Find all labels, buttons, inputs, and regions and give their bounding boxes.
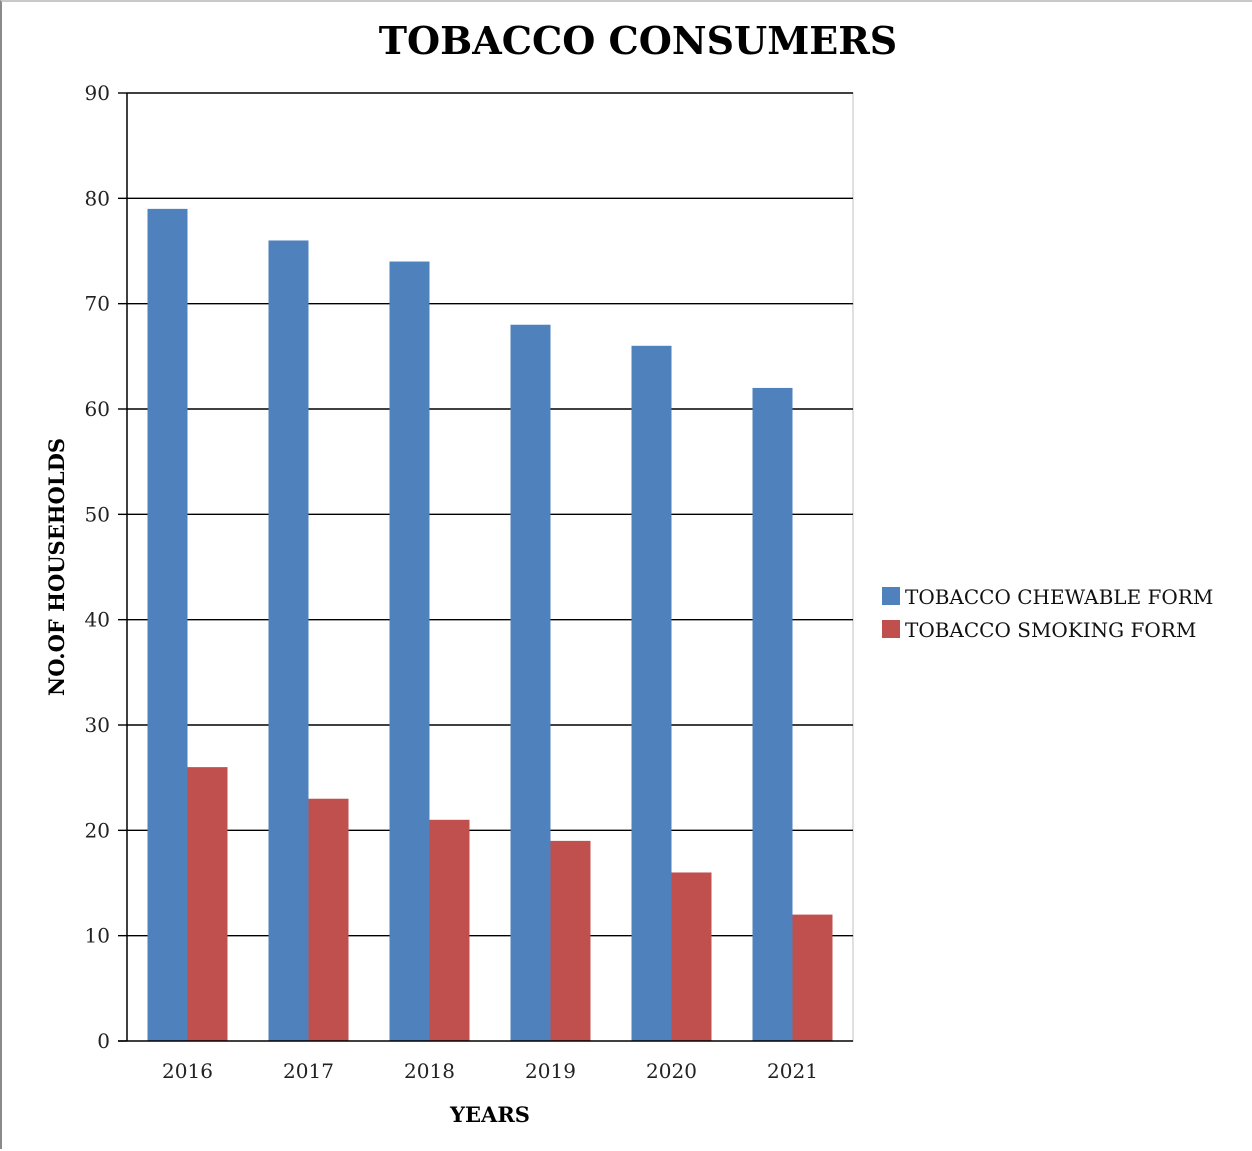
- y-tick-label: 30: [85, 713, 110, 737]
- legend-label-smoking: TOBACCO SMOKING FORM: [905, 618, 1196, 642]
- bar-smoking-2020: [671, 872, 712, 1041]
- x-tick-label: 2021: [767, 1059, 818, 1083]
- bar-smoking-2018: [429, 819, 470, 1041]
- y-tick-label: 10: [85, 924, 110, 948]
- bar-smoking-2019: [550, 840, 591, 1041]
- bar-chewable-2017: [268, 240, 309, 1041]
- bar-smoking-2021: [792, 914, 833, 1041]
- legend-label-chewable: TOBACCO CHEWABLE FORM: [905, 585, 1213, 609]
- y-tick-label: 0: [97, 1029, 110, 1053]
- bar-chewable-2019: [510, 324, 551, 1041]
- y-tick-label: 40: [85, 608, 110, 632]
- y-axis-title: NO.OF HOUSEHOLDS: [44, 438, 69, 696]
- x-tick-label: 2017: [283, 1059, 334, 1083]
- x-tick-labels: 2016 2017 2018 2019 2020 2021: [162, 1059, 818, 1083]
- plot-frame: [126, 92, 854, 1042]
- y-tick-label: 20: [85, 818, 110, 842]
- y-tick-label: 50: [85, 502, 110, 526]
- legend-swatch-smoking: [882, 620, 900, 638]
- bar-chewable-2016: [147, 208, 188, 1041]
- y-tick-label: 90: [85, 81, 110, 105]
- y-tick-label: 80: [85, 186, 110, 210]
- x-tick-label: 2016: [162, 1059, 213, 1083]
- gridlines: [126, 92, 854, 1042]
- bar-smoking-2016: [187, 767, 228, 1041]
- bar-chewable-2020: [631, 345, 672, 1041]
- y-tick-label: 70: [85, 292, 110, 316]
- x-tick-label: 2018: [404, 1059, 455, 1083]
- legend: TOBACCO CHEWABLE FORM TOBACCO SMOKING FOR…: [882, 585, 1213, 642]
- y-tick-label: 60: [85, 397, 110, 421]
- x-tick-label: 2020: [646, 1059, 697, 1083]
- bars: [147, 208, 833, 1041]
- x-tick-label: 2019: [525, 1059, 576, 1083]
- x-axis-title: YEARS: [449, 1102, 530, 1127]
- bar-chewable-2021: [752, 387, 793, 1041]
- bar-smoking-2017: [308, 798, 349, 1041]
- bar-chewable-2018: [389, 261, 430, 1041]
- chart-title: TOBACCO CONSUMERS: [379, 18, 898, 63]
- y-tick-labels: 0 10 20 30 40 50 60 70 80 90: [85, 81, 110, 1053]
- legend-swatch-chewable: [882, 587, 900, 605]
- axes: [118, 92, 853, 1042]
